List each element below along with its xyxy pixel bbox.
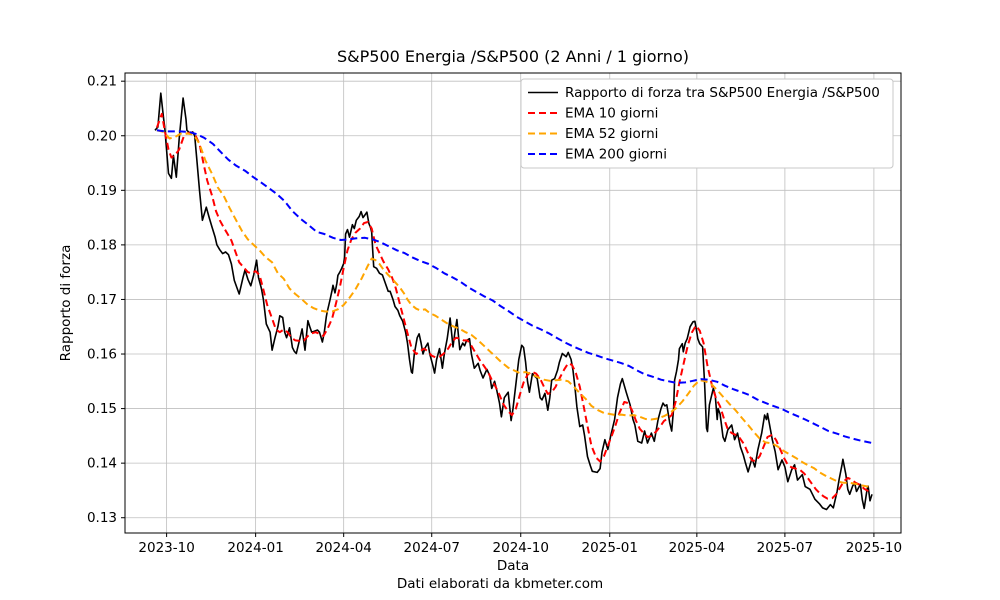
legend-label: Rapporto di forza tra S&P500 Energia /S&… (565, 85, 880, 101)
x-tick-label: 2024-01 (227, 540, 283, 556)
legend-box (520, 78, 894, 169)
y-tick-label: 0.19 (87, 183, 117, 199)
y-tick-label: 0.18 (87, 237, 117, 253)
legend-label: EMA 200 giorni (565, 147, 667, 163)
y-tick-label: 0.16 (87, 347, 117, 363)
axis-ticks: 2023-10 2024-01 2024-04 2024-07 2024-10 2025-… (87, 74, 902, 556)
series-line-1 (155, 112, 873, 500)
x-tick-label: 2025-10 (846, 540, 902, 556)
footer-credit: Dati elaborati da kbmeter.com (396, 576, 604, 592)
legend-label: EMA 52 giorni (565, 126, 658, 142)
y-tick-label: 0.13 (87, 510, 117, 526)
x-tick-label: 2025-07 (757, 540, 813, 556)
y-axis-label: Rapporto di forza (58, 244, 74, 362)
x-tick-label: 2023-10 (138, 540, 194, 556)
y-tick-label: 0.21 (87, 74, 117, 90)
chart-title: S&P500 Energia /S&P500 (2 Anni / 1 giorn… (337, 47, 689, 66)
series-line-3 (156, 129, 873, 444)
x-tick-label: 2024-04 (315, 540, 371, 556)
y-tick-label: 0.20 (87, 128, 117, 144)
x-tick-label: 2024-07 (404, 540, 460, 556)
x-tick-label: 2024-10 (493, 540, 549, 556)
legend-label: EMA 10 giorni (565, 106, 658, 122)
y-tick-label: 0.14 (87, 456, 117, 472)
x-tick-label: 2025-01 (582, 540, 638, 556)
x-tick-label: 2025-04 (669, 540, 725, 556)
y-tick-label: 0.17 (87, 292, 117, 308)
legend: Rapporto di forza tra S&P500 Energia /S&… (520, 78, 894, 169)
plot-border (124, 72, 902, 534)
y-tick-label: 0.15 (87, 401, 117, 417)
series-line-2 (156, 129, 873, 489)
x-axis-label: Data (496, 558, 530, 574)
